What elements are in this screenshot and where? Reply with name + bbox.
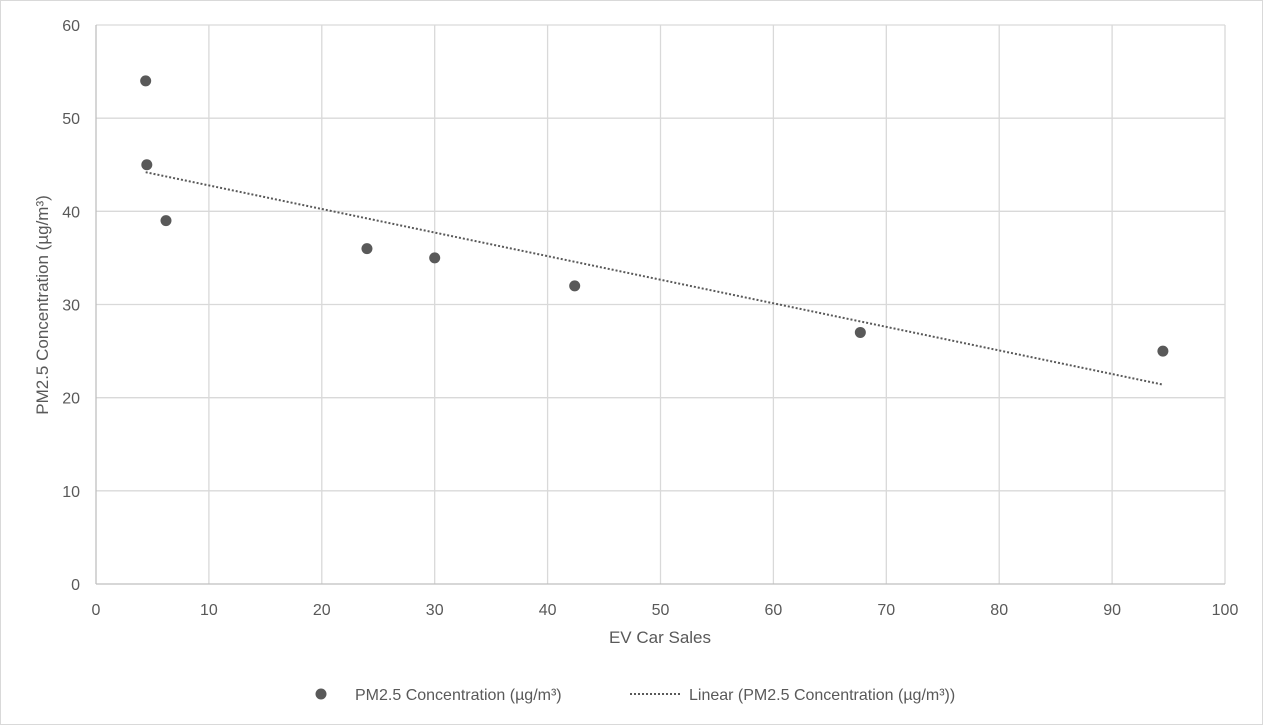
y-tick-label: 0 — [71, 577, 80, 594]
legend: PM2.5 Concentration (µg/m³) Linear (PM2.… — [315, 687, 955, 704]
y-tick-label: 60 — [62, 18, 80, 35]
y-tick-label: 50 — [62, 111, 80, 128]
data-point — [361, 243, 373, 255]
x-tick-label: 100 — [1212, 602, 1239, 619]
x-tick-label: 30 — [426, 602, 444, 619]
trendline-linear — [145, 171, 1164, 386]
x-tick-label: 40 — [539, 602, 557, 619]
gridlines — [96, 24, 1226, 584]
data-point — [854, 326, 866, 338]
x-tick-label: 90 — [1103, 602, 1121, 619]
axes — [95, 25, 1225, 585]
trendline — [145, 171, 1164, 386]
y-tick-label: 20 — [62, 391, 80, 408]
x-tick-label: 0 — [92, 602, 101, 619]
tick-labels: 0 10 20 30 40 50 60 70 80 90 100 0 10 20 30 40 50 60 — [62, 18, 1238, 619]
y-tick-label: 40 — [62, 204, 80, 221]
legend-label-trendline: Linear (PM2.5 Concentration (µg/m³)) — [689, 687, 955, 704]
x-tick-label: 20 — [313, 602, 331, 619]
x-tick-label: 70 — [877, 602, 895, 619]
x-tick-label: 50 — [652, 602, 670, 619]
y-axis-title: PM2.5 Concentration (µg/m³) — [33, 195, 52, 415]
y-tick-label: 10 — [62, 484, 80, 501]
data-point — [160, 215, 172, 227]
x-tick-label: 80 — [990, 602, 1008, 619]
data-point — [569, 280, 581, 292]
legend-marker-scatter — [315, 688, 327, 700]
data-point — [141, 159, 153, 171]
data-point — [140, 75, 152, 87]
y-tick-label: 30 — [62, 298, 80, 315]
x-axis-title: EV Car Sales — [609, 628, 711, 647]
x-tick-label: 10 — [200, 602, 218, 619]
legend-label-scatter: PM2.5 Concentration (µg/m³) — [355, 687, 562, 704]
x-tick-label: 60 — [765, 602, 783, 619]
data-point — [429, 252, 441, 264]
data-points — [140, 75, 1169, 357]
data-point — [1157, 345, 1169, 357]
